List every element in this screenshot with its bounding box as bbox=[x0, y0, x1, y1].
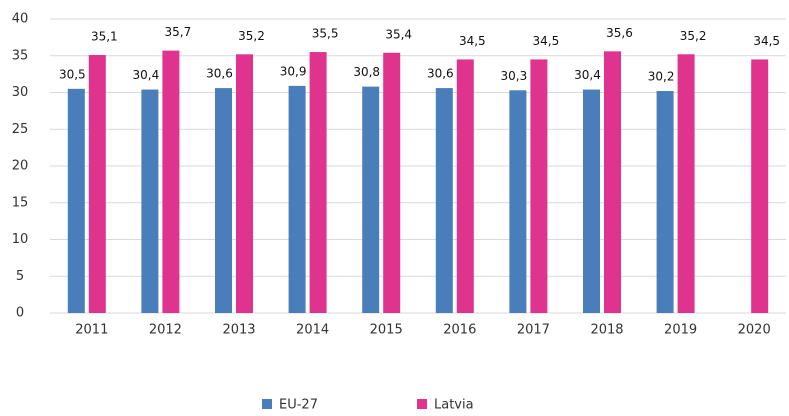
bar bbox=[309, 52, 327, 313]
x-tick-label: 2016 bbox=[443, 323, 476, 338]
bar bbox=[141, 89, 159, 313]
y-tick-label: 20 bbox=[12, 159, 29, 174]
y-tick-label: 35 bbox=[12, 48, 29, 63]
legend-swatch bbox=[262, 399, 272, 409]
value-label: 30,2 bbox=[648, 70, 675, 84]
y-tick-label: 30 bbox=[12, 85, 29, 100]
value-label: 30,9 bbox=[280, 64, 307, 78]
x-tick-label: 2018 bbox=[590, 323, 623, 338]
value-label: 35,4 bbox=[385, 27, 412, 41]
bar bbox=[362, 86, 380, 314]
bar bbox=[236, 54, 253, 313]
y-tick-label: 25 bbox=[12, 122, 29, 137]
bar bbox=[656, 91, 674, 313]
value-label: 30,4 bbox=[574, 68, 601, 82]
bar bbox=[162, 50, 180, 313]
x-tick-label: 2013 bbox=[222, 323, 255, 338]
bar bbox=[751, 59, 769, 313]
x-tick-label: 2011 bbox=[75, 323, 108, 338]
value-label: 34,5 bbox=[533, 34, 560, 48]
value-label: 30,6 bbox=[206, 67, 233, 81]
value-label: 35,2 bbox=[238, 29, 265, 43]
x-tick-label: 2015 bbox=[370, 323, 403, 338]
bar bbox=[456, 59, 474, 313]
x-tick-label: 2020 bbox=[738, 323, 771, 338]
legend-swatch bbox=[417, 399, 427, 409]
x-tick-label: 2017 bbox=[517, 323, 550, 338]
y-tick-label: 15 bbox=[12, 195, 29, 210]
x-tick-label: 2019 bbox=[664, 323, 697, 338]
y-tick-label: 10 bbox=[12, 232, 29, 247]
value-label: 35,6 bbox=[606, 26, 633, 40]
bar bbox=[383, 52, 401, 314]
value-label: 35,2 bbox=[680, 29, 707, 43]
value-label: 30,3 bbox=[501, 69, 528, 83]
x-tick-label: 2012 bbox=[149, 323, 182, 338]
bar bbox=[509, 90, 527, 313]
bar bbox=[583, 89, 600, 313]
bar bbox=[215, 88, 232, 313]
x-tick-label: 2014 bbox=[296, 323, 329, 338]
bar bbox=[435, 88, 453, 313]
y-tick-label: 5 bbox=[16, 269, 24, 284]
bar bbox=[677, 54, 695, 313]
value-label: 34,5 bbox=[753, 34, 780, 48]
value-label: 34,5 bbox=[459, 34, 486, 48]
value-label: 35,1 bbox=[91, 30, 118, 44]
value-label: 30,8 bbox=[353, 65, 380, 79]
bar bbox=[604, 51, 621, 314]
legend-label: EU-27 bbox=[279, 398, 318, 413]
value-label: 35,5 bbox=[312, 27, 339, 41]
bar bbox=[288, 85, 306, 313]
value-label: 35,7 bbox=[165, 25, 192, 39]
bar bbox=[67, 88, 85, 313]
value-label: 30,6 bbox=[427, 67, 454, 81]
y-tick-label: 0 bbox=[16, 306, 24, 321]
legend-label: Latvia bbox=[434, 398, 474, 413]
value-label: 30,5 bbox=[59, 67, 86, 81]
y-tick-label: 40 bbox=[12, 12, 29, 27]
bar bbox=[530, 59, 548, 313]
value-label: 30,4 bbox=[133, 68, 160, 82]
bar bbox=[88, 55, 106, 313]
